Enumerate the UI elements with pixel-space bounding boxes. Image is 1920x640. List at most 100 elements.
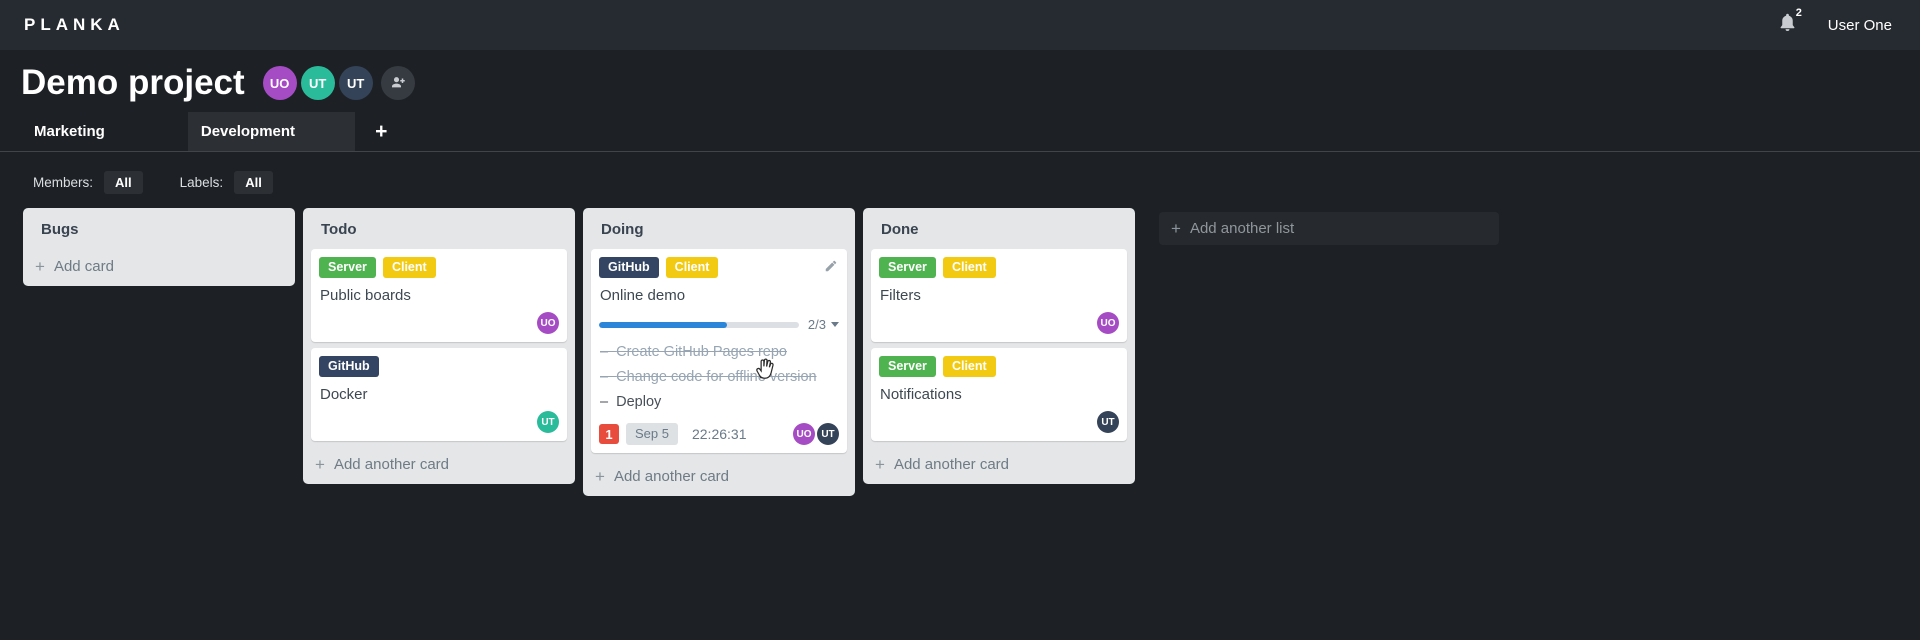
card-label: Client (382, 257, 436, 278)
card-members: UT (319, 411, 559, 433)
due-date-badge: Sep 5 (626, 423, 678, 445)
card-title: Public boards (320, 287, 411, 304)
card[interactable]: Server Client Notifications UT (871, 348, 1127, 441)
plus-icon: + (875, 455, 885, 474)
timer-badge: 22:26:31 (691, 426, 747, 442)
top-bar: PLANKA 2 User One (0, 0, 1920, 50)
user-menu-button[interactable]: User One (1827, 16, 1892, 34)
card-labels: Server Client (319, 257, 559, 278)
card-members: UO (879, 312, 1119, 334)
labels-filter-value[interactable]: All (234, 171, 273, 194)
labels-filter-label: Labels: (179, 175, 224, 190)
progress-bar-fill (599, 321, 727, 328)
add-member-button[interactable] (380, 66, 415, 100)
tab-marketing[interactable]: Marketing (34, 123, 105, 140)
avatar[interactable]: UT (338, 66, 373, 100)
avatar: UO (1097, 312, 1119, 334)
bell-icon (1777, 13, 1798, 37)
board-tabs: Marketing Development + (0, 112, 1920, 152)
card-title: Online demo (600, 287, 686, 304)
pencil-icon (824, 260, 838, 276)
add-card-label: Add another card (613, 468, 730, 485)
board: Bugs + Add card Todo Server Client Public boar… (23, 208, 1920, 496)
project-header: Demo project UO UT UT (0, 50, 1920, 103)
list-doing: Doing GitHub Client Online demo 2/3 Create Gi… (583, 208, 855, 496)
add-card-label: Add another card (333, 456, 450, 473)
card-members: UO UT (793, 423, 839, 445)
notification-badge: 2 (1795, 7, 1802, 19)
add-card-label: Add card (53, 258, 114, 275)
list-done: Done Server Client Filters UO Server Client Not… (863, 208, 1135, 484)
plus-icon: + (315, 455, 325, 474)
card-label: Client (665, 257, 719, 278)
card-labels: Server Client (879, 356, 1119, 377)
card-labels: GitHub (319, 356, 559, 377)
card-labels: Server Client (879, 257, 1119, 278)
task-list: Create GitHub Pages repoChange code for … (599, 340, 839, 415)
add-card-label: Add another card (893, 456, 1010, 473)
card-label: Client (942, 356, 996, 377)
add-card-button[interactable]: + Add card (31, 249, 287, 278)
notifications-button[interactable]: 2 (1777, 7, 1802, 38)
card-title: Docker (320, 386, 368, 403)
list-header: Done (871, 208, 1127, 249)
card-edit-button[interactable] (824, 259, 838, 273)
plus-icon: + (1171, 219, 1181, 238)
members-filter: Members: All (33, 171, 143, 194)
add-user-icon (389, 74, 407, 92)
progress-bar (599, 321, 799, 328)
progress-label: 2/3 (807, 317, 826, 332)
add-card-button[interactable]: + Add another card (871, 447, 1127, 476)
notification-count-badge: 1 (599, 424, 619, 444)
task-item: Deploy (599, 390, 839, 415)
members-filter-value[interactable]: All (104, 171, 143, 194)
task-progress: 2/3 (599, 317, 839, 332)
project-title[interactable]: Demo project (21, 63, 245, 102)
avatar: UT (1097, 411, 1119, 433)
card-title: Notifications (880, 386, 962, 403)
plus-icon: + (35, 257, 45, 276)
card[interactable]: Server Client Filters UO (871, 249, 1127, 342)
list-header: Todo (311, 208, 567, 249)
task-item: Change code for offline version (599, 365, 839, 390)
avatar: UT (817, 423, 839, 445)
list-header: Doing (591, 208, 847, 249)
filter-bar: Members: All Labels: All (33, 171, 1920, 194)
card-label: Server (879, 356, 936, 377)
add-list-button[interactable]: + Add another list (1159, 212, 1499, 245)
avatar[interactable]: UT (300, 66, 335, 100)
avatar: UO (537, 312, 559, 334)
topbar-right: 2 User One (1777, 7, 1892, 38)
tab-development[interactable]: Development (187, 112, 356, 151)
card-label: Client (942, 257, 996, 278)
card-label: Server (319, 257, 376, 278)
project-members: UO UT UT (262, 66, 415, 100)
list-title[interactable]: Bugs (41, 221, 79, 238)
app-logo: PLANKA (24, 15, 125, 34)
card[interactable]: GitHub Client Online demo 2/3 Create GitHub … (591, 249, 847, 453)
list-todo: Todo Server Client Public boards UO GitHub Doc… (303, 208, 575, 484)
progress-toggle[interactable]: 2/3 (808, 317, 839, 332)
card-label: GitHub (599, 257, 659, 278)
card[interactable]: Server Client Public boards UO (311, 249, 567, 342)
add-card-button[interactable]: + Add another card (311, 447, 567, 476)
labels-filter: Labels: All (180, 171, 273, 194)
add-card-button[interactable]: + Add another card (591, 459, 847, 488)
list-bugs: Bugs + Add card (23, 208, 295, 286)
card-members: UT (879, 411, 1119, 433)
avatar: UT (537, 411, 559, 433)
members-filter-label: Members: (33, 175, 94, 190)
task-item: Create GitHub Pages repo (599, 340, 839, 365)
list-title[interactable]: Done (881, 221, 919, 238)
list-header: Bugs (31, 208, 287, 249)
avatar: UO (793, 423, 815, 445)
card-labels: GitHub Client (599, 257, 839, 278)
avatar[interactable]: UO (262, 66, 297, 100)
list-title[interactable]: Todo (321, 221, 357, 238)
add-board-button[interactable]: + (361, 112, 401, 151)
add-list-label: Add another list (1189, 220, 1295, 237)
card[interactable]: GitHub Docker UT (311, 348, 567, 441)
card-label: Server (879, 257, 936, 278)
card-title: Filters (880, 287, 921, 304)
list-title[interactable]: Doing (601, 221, 644, 238)
